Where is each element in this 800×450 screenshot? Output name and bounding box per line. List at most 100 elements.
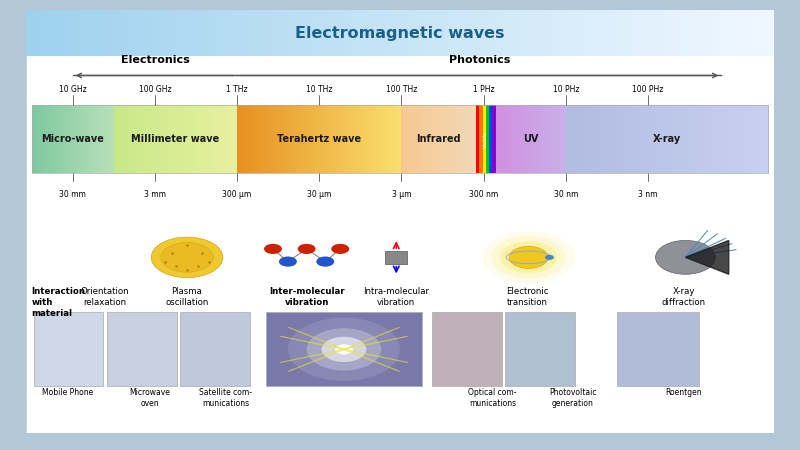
Bar bbox=[120, 9, 125, 56]
Bar bbox=[617, 105, 620, 173]
Bar bbox=[154, 105, 156, 173]
Bar bbox=[206, 9, 211, 56]
Bar bbox=[527, 9, 532, 56]
Bar bbox=[412, 105, 414, 173]
Bar bbox=[565, 105, 566, 173]
Text: 3 μm: 3 μm bbox=[392, 190, 411, 199]
Bar bbox=[434, 105, 435, 173]
Bar bbox=[330, 105, 332, 173]
Bar bbox=[217, 105, 219, 173]
Bar bbox=[327, 105, 330, 173]
Bar bbox=[562, 105, 564, 173]
Bar bbox=[247, 9, 252, 56]
Bar bbox=[373, 105, 375, 173]
Bar bbox=[478, 9, 484, 56]
Bar bbox=[307, 105, 310, 173]
Bar bbox=[682, 105, 686, 173]
Bar bbox=[497, 9, 502, 56]
Bar bbox=[82, 105, 84, 173]
Bar bbox=[38, 105, 39, 173]
Bar bbox=[78, 105, 80, 173]
Bar bbox=[198, 105, 201, 173]
Bar bbox=[106, 105, 109, 173]
Bar bbox=[260, 105, 262, 173]
Bar bbox=[634, 105, 638, 173]
Text: Millimeter wave: Millimeter wave bbox=[131, 134, 219, 144]
Bar bbox=[370, 9, 375, 56]
Bar bbox=[394, 105, 396, 173]
Bar bbox=[114, 105, 116, 173]
Bar bbox=[155, 105, 158, 173]
Bar bbox=[262, 9, 267, 56]
Bar bbox=[66, 105, 68, 173]
Bar bbox=[62, 105, 63, 173]
Bar bbox=[517, 105, 518, 173]
Bar bbox=[101, 9, 106, 56]
Circle shape bbox=[264, 244, 282, 254]
Bar bbox=[501, 105, 502, 173]
Bar bbox=[66, 105, 67, 173]
Bar bbox=[751, 9, 757, 56]
Text: 30 nm: 30 nm bbox=[554, 190, 578, 199]
Bar bbox=[589, 105, 592, 173]
Bar bbox=[99, 105, 102, 173]
Bar bbox=[554, 105, 555, 173]
Bar bbox=[228, 9, 234, 56]
Bar bbox=[414, 105, 415, 173]
Bar bbox=[534, 105, 536, 173]
Bar bbox=[319, 105, 322, 173]
Bar bbox=[525, 105, 526, 173]
Bar bbox=[464, 105, 466, 173]
Bar bbox=[581, 105, 584, 173]
Bar bbox=[662, 9, 666, 56]
Bar bbox=[168, 9, 174, 56]
Bar bbox=[445, 9, 450, 56]
Bar bbox=[78, 9, 84, 56]
Bar bbox=[463, 105, 465, 173]
Text: Electromagnetic waves: Electromagnetic waves bbox=[295, 26, 505, 40]
Bar bbox=[203, 105, 206, 173]
Bar bbox=[58, 105, 59, 173]
Bar bbox=[639, 9, 644, 56]
Bar bbox=[389, 105, 392, 173]
Bar bbox=[503, 105, 505, 173]
Bar bbox=[434, 9, 439, 56]
Bar bbox=[666, 9, 670, 56]
Bar bbox=[74, 105, 75, 173]
Bar bbox=[467, 105, 469, 173]
Bar bbox=[370, 105, 374, 173]
Bar bbox=[639, 105, 642, 173]
Bar bbox=[206, 105, 209, 173]
Bar bbox=[766, 9, 771, 56]
Bar bbox=[475, 105, 477, 173]
Bar bbox=[354, 105, 357, 173]
Bar bbox=[598, 9, 603, 56]
Bar bbox=[101, 105, 102, 173]
Bar bbox=[407, 9, 413, 56]
Bar bbox=[428, 105, 430, 173]
Bar bbox=[693, 105, 696, 173]
Bar bbox=[614, 105, 618, 173]
Bar bbox=[510, 105, 511, 173]
Bar bbox=[387, 105, 390, 173]
Bar bbox=[470, 105, 471, 173]
Bar bbox=[448, 105, 450, 173]
Bar bbox=[231, 105, 234, 173]
Bar bbox=[598, 105, 602, 173]
Text: 100 PHz: 100 PHz bbox=[632, 85, 664, 94]
Bar bbox=[434, 105, 436, 173]
Bar bbox=[553, 9, 558, 56]
Bar bbox=[197, 105, 199, 173]
Bar bbox=[729, 9, 734, 56]
Bar bbox=[134, 9, 140, 56]
Bar bbox=[70, 105, 71, 173]
Bar bbox=[381, 105, 384, 173]
Bar bbox=[228, 105, 230, 173]
Bar bbox=[569, 105, 572, 173]
Bar bbox=[564, 105, 566, 173]
Bar bbox=[39, 105, 41, 173]
Bar bbox=[626, 105, 630, 173]
Bar bbox=[213, 9, 218, 56]
Bar bbox=[385, 9, 390, 56]
Bar bbox=[426, 105, 427, 173]
